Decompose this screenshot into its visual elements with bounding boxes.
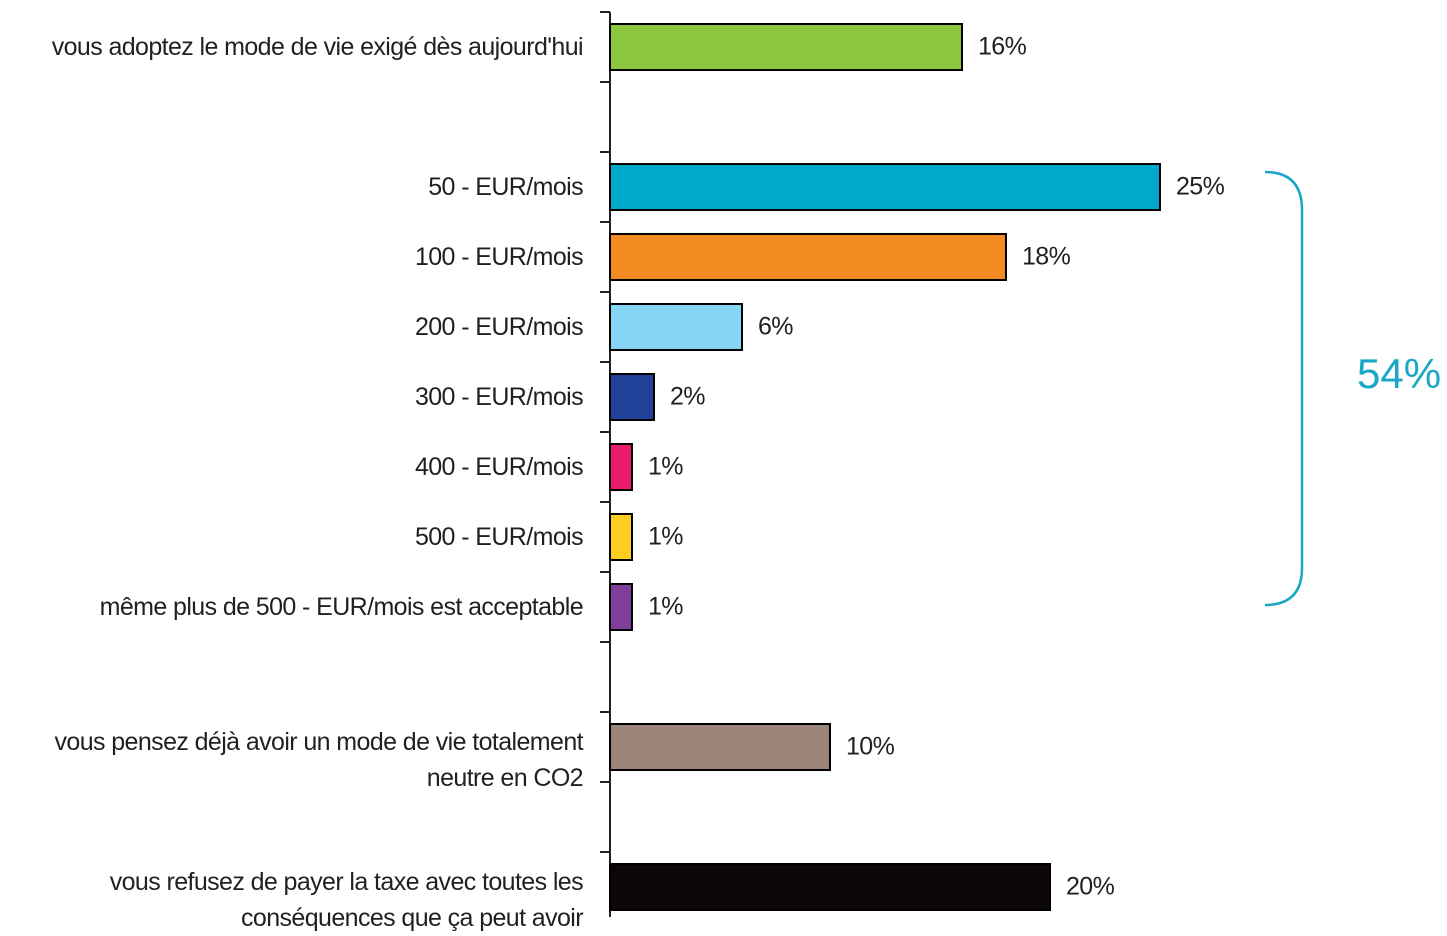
value-label: 20% bbox=[1066, 872, 1115, 901]
category-label: 400 - EUR/mois bbox=[414, 453, 584, 481]
value-label: 10% bbox=[846, 732, 895, 761]
category-label: 200 - EUR/mois bbox=[414, 313, 584, 341]
bar bbox=[609, 23, 963, 71]
category-label: 500 - EUR/mois bbox=[414, 523, 584, 551]
value-label: 2% bbox=[670, 382, 706, 411]
value-label: 1% bbox=[648, 522, 684, 551]
category-label: 300 - EUR/mois bbox=[414, 383, 584, 411]
value-label: 1% bbox=[648, 452, 684, 481]
bar bbox=[609, 513, 633, 561]
value-label: 1% bbox=[648, 592, 684, 621]
annotation: 54% bbox=[1357, 350, 1442, 397]
bar bbox=[609, 723, 831, 771]
bar bbox=[609, 163, 1161, 211]
bar bbox=[609, 583, 633, 631]
bar bbox=[609, 443, 633, 491]
category-label: vous refusez de payer la taxe avec toute… bbox=[109, 868, 584, 932]
bar bbox=[609, 863, 1051, 911]
bar bbox=[609, 373, 655, 421]
bar bbox=[609, 303, 743, 351]
chart: 54% vous adoptez le mode de vie exigé dè… bbox=[51, 11, 1442, 932]
value-label: 6% bbox=[758, 312, 794, 341]
category-label: 100 - EUR/mois bbox=[414, 243, 584, 271]
category-label: vous pensez déjà avoir un mode de vie to… bbox=[54, 728, 584, 792]
value-label: 25% bbox=[1176, 172, 1225, 201]
chart-svg bbox=[600, 11, 1304, 917]
category-label: même plus de 500 - EUR/mois est acceptab… bbox=[99, 593, 584, 621]
category-label: 50 - EUR/mois bbox=[428, 173, 583, 201]
category-label: vous adoptez le mode de vie exigé dès au… bbox=[51, 33, 584, 61]
bracket bbox=[1264, 170, 1304, 607]
value-label: 16% bbox=[978, 32, 1027, 61]
bar bbox=[609, 233, 1007, 281]
value-label: 18% bbox=[1022, 242, 1071, 271]
